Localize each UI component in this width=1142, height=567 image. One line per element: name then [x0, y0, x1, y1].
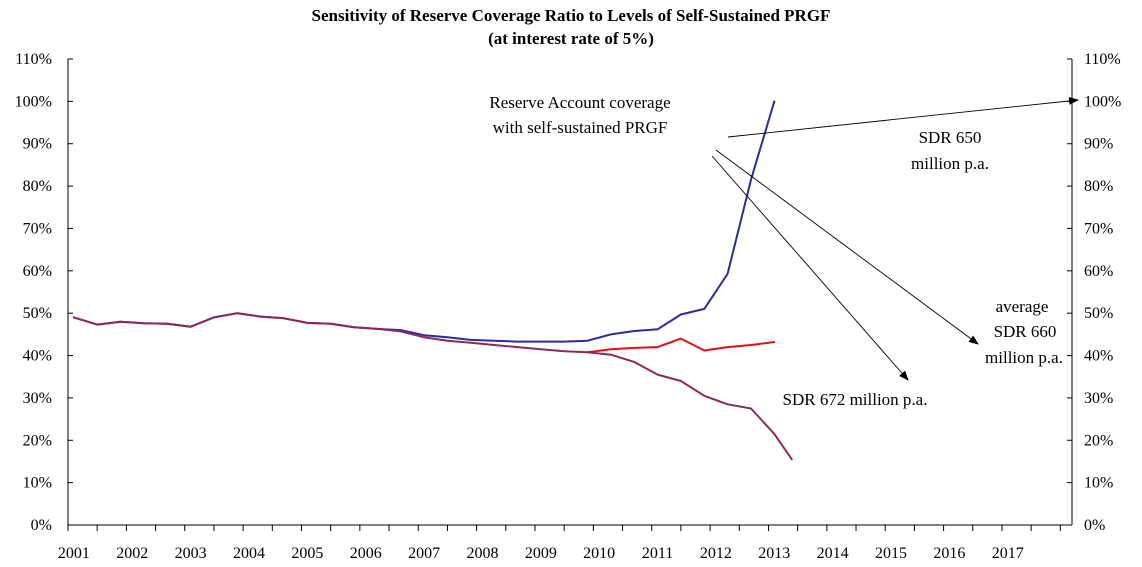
chart-title: Sensitivity of Reserve Coverage Ratio to… — [311, 6, 831, 25]
x-tick-label: 2012 — [700, 545, 732, 562]
series-layer — [72, 100, 793, 461]
y-tick-label-left: 40% — [23, 348, 52, 365]
y-tick-label-left: 50% — [23, 305, 52, 322]
y-tick-label-left: 20% — [23, 432, 52, 449]
y-tick-label-left: 0% — [31, 517, 52, 534]
y-tick-label-right: 80% — [1084, 178, 1113, 195]
x-tick-label: 2017 — [992, 545, 1024, 562]
x-tick-label: 2016 — [933, 545, 965, 562]
y-tick-label-right: 0% — [1084, 517, 1105, 534]
y-tick-label-right: 60% — [1084, 263, 1113, 280]
y-tick-label-right: 100% — [1084, 93, 1121, 110]
annotation-arrows — [711, 96, 1079, 381]
y-tick-label-right: 70% — [1084, 220, 1113, 237]
y-tick-label-left: 10% — [23, 475, 52, 492]
x-tick-label: 2007 — [408, 545, 440, 562]
arrow-to-sdr660 — [715, 149, 979, 345]
annot-sdr650-line2: million p.a. — [911, 154, 989, 173]
y-tick-label-left: 60% — [23, 263, 52, 280]
annotations: Reserve Account coverage with self-susta… — [489, 93, 1063, 409]
y-tick-label-right: 110% — [1084, 51, 1121, 68]
annot-average-line1: average — [996, 297, 1049, 316]
chart-subtitle: (at interest rate of 5%) — [488, 29, 654, 48]
annot-reserve-line1: Reserve Account coverage — [489, 93, 670, 112]
y-tick-label-left: 90% — [23, 136, 52, 153]
y-tick-label-left: 30% — [23, 390, 52, 407]
x-tick-label: 2013 — [758, 545, 790, 562]
x-tick-label: 2011 — [642, 545, 673, 562]
annot-average-line3: million p.a. — [985, 348, 1063, 367]
y-tick-label-left: 70% — [23, 220, 52, 237]
chart-axes: 0% 0% 10% 10% 20% 20% 30% 30% 40% 40% 50% 50% 60% 60%… — [15, 51, 1122, 562]
series-line-3 — [72, 312, 793, 461]
series-line-1 — [72, 100, 776, 343]
arrow-to-sdr672 — [711, 155, 909, 381]
x-tick-label: 2006 — [350, 545, 382, 562]
y-tick-label-left: 100% — [15, 93, 52, 110]
x-tick-label: 2009 — [525, 545, 557, 562]
y-tick-label-right: 30% — [1084, 390, 1113, 407]
x-tick-label: 2001 — [58, 545, 90, 562]
y-tick-label-right: 10% — [1084, 475, 1113, 492]
y-tick-label-right: 40% — [1084, 348, 1113, 365]
x-tick-label: 2004 — [233, 545, 265, 562]
arrow-to-sdr650 — [727, 96, 1079, 138]
y-tick-label-left: 110% — [15, 51, 52, 68]
x-tick-label: 2002 — [116, 545, 148, 562]
x-tick-label: 2005 — [291, 545, 323, 562]
x-tick-label: 2014 — [817, 545, 849, 562]
annot-average-line2: SDR 660 — [994, 322, 1057, 341]
y-tick-label-right: 20% — [1084, 432, 1113, 449]
y-tick-label-right: 50% — [1084, 305, 1113, 322]
series-line-2 — [586, 337, 776, 354]
y-tick-label-left: 80% — [23, 178, 52, 195]
x-tick-label: 2008 — [466, 545, 498, 562]
annot-sdr650-line1: SDR 650 — [919, 128, 982, 147]
annot-reserve-line2: with self-sustained PRGF — [493, 118, 668, 137]
x-tick-label: 2010 — [583, 545, 615, 562]
x-tick-label: 2003 — [175, 545, 207, 562]
annot-sdr672: SDR 672 million p.a. — [783, 390, 928, 409]
y-tick-label-right: 90% — [1084, 136, 1113, 153]
x-tick-label: 2015 — [875, 545, 907, 562]
